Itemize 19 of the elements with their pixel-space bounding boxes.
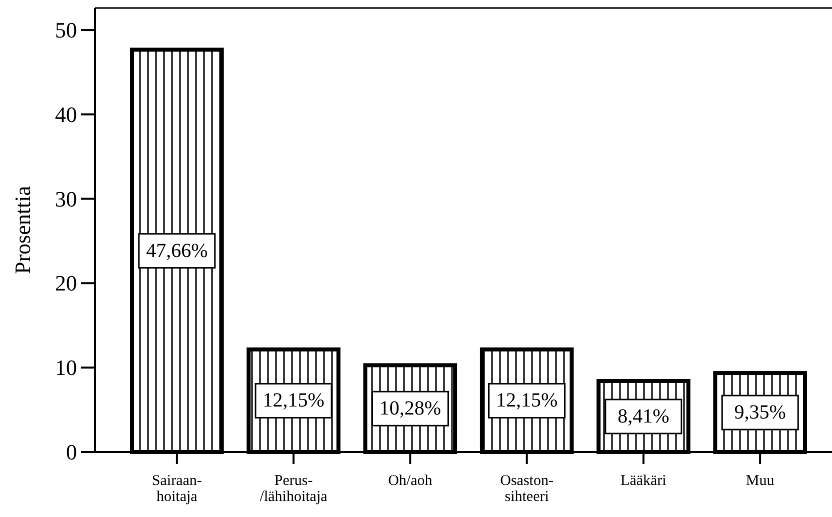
- x-tick-label: Muu: [746, 473, 775, 489]
- y-tick-label: 0: [66, 440, 77, 464]
- x-tick-label: Sairaan-hoitaja: [152, 473, 202, 505]
- y-tick-label: 50: [55, 17, 77, 42]
- x-tick-label: Oh/aoh: [388, 473, 433, 489]
- data-label: 10,28%: [379, 398, 442, 420]
- y-tick-label: 10: [55, 355, 77, 380]
- data-label: 47,66%: [146, 240, 208, 262]
- data-label: 8,41%: [618, 406, 670, 428]
- y-tick-label: 20: [55, 270, 77, 296]
- y-tick-label: 30: [55, 186, 77, 212]
- x-tick-label: Osaston-sihteeri: [500, 473, 554, 505]
- y-axis-title: Prosenttia: [10, 186, 35, 274]
- x-tick-label: Lääkäri: [620, 473, 666, 489]
- data-label: 12,15%: [496, 390, 558, 412]
- y-tick-label: 40: [55, 102, 77, 127]
- data-label: 12,15%: [262, 390, 324, 412]
- x-tick-label: Perus-/lähihoitaja: [260, 473, 328, 505]
- data-label: 9,35%: [734, 402, 786, 424]
